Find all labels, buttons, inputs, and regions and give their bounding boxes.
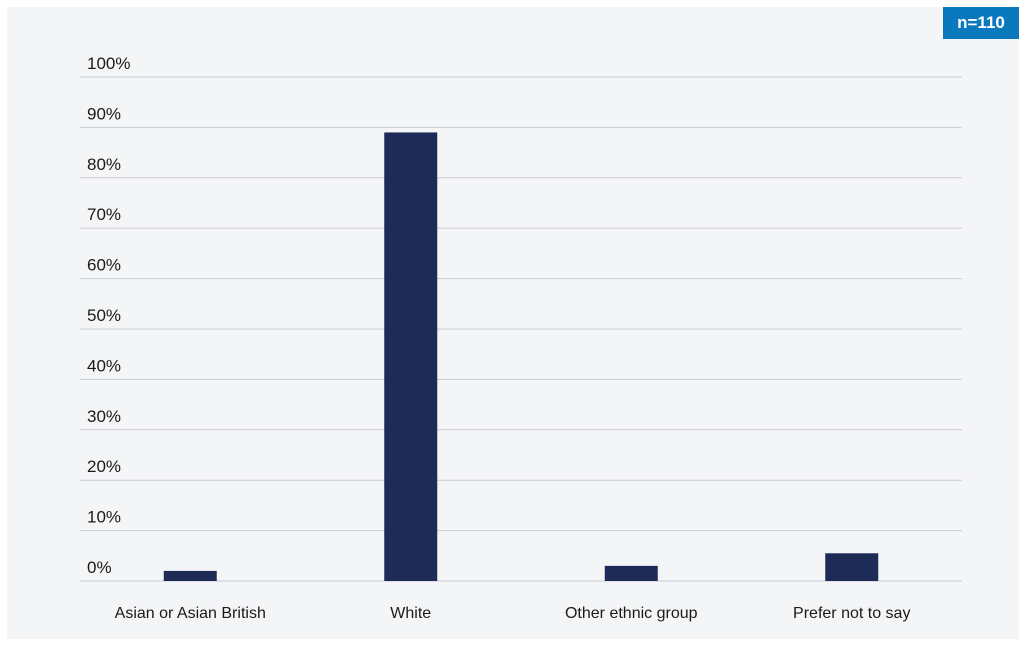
y-tick-label: 60% — [87, 256, 121, 275]
y-tick-label: 50% — [87, 306, 121, 325]
x-category-label: Asian or Asian British — [115, 605, 266, 622]
bar — [825, 553, 879, 581]
gridlines — [80, 76, 962, 582]
bar — [604, 565, 658, 581]
y-tick-label: 90% — [87, 104, 121, 123]
chart-panel: n=110 0% 10% 20% 30% 40% 50% 60% 70% 80% 90% 100% … — [7, 7, 1019, 639]
y-tick-label: 40% — [87, 356, 121, 375]
x-category-label: Other ethnic group — [565, 605, 698, 622]
sample-size-badge: n=110 — [943, 7, 1019, 39]
bar — [163, 570, 217, 581]
bars — [163, 132, 879, 581]
y-tick-label: 0% — [87, 558, 112, 577]
y-tick-label: 10% — [87, 508, 121, 527]
y-tick-label: 80% — [87, 155, 121, 174]
bar — [384, 132, 438, 581]
x-axis-category-labels: Asian or Asian British White Other ethnic … — [115, 605, 911, 622]
y-axis-tick-labels: 0% 10% 20% 30% 40% 50% 60% 70% 80% 90% 100% — [87, 54, 130, 577]
x-category-label: White — [390, 605, 431, 622]
bar-chart: 0% 10% 20% 30% 40% 50% 60% 70% 80% 90% 100% Asian … — [80, 54, 962, 622]
y-tick-label: 20% — [87, 457, 121, 476]
y-tick-label: 30% — [87, 407, 121, 426]
x-category-label: Prefer not to say — [793, 605, 910, 622]
y-tick-label: 100% — [87, 54, 130, 73]
y-tick-label: 70% — [87, 205, 121, 224]
